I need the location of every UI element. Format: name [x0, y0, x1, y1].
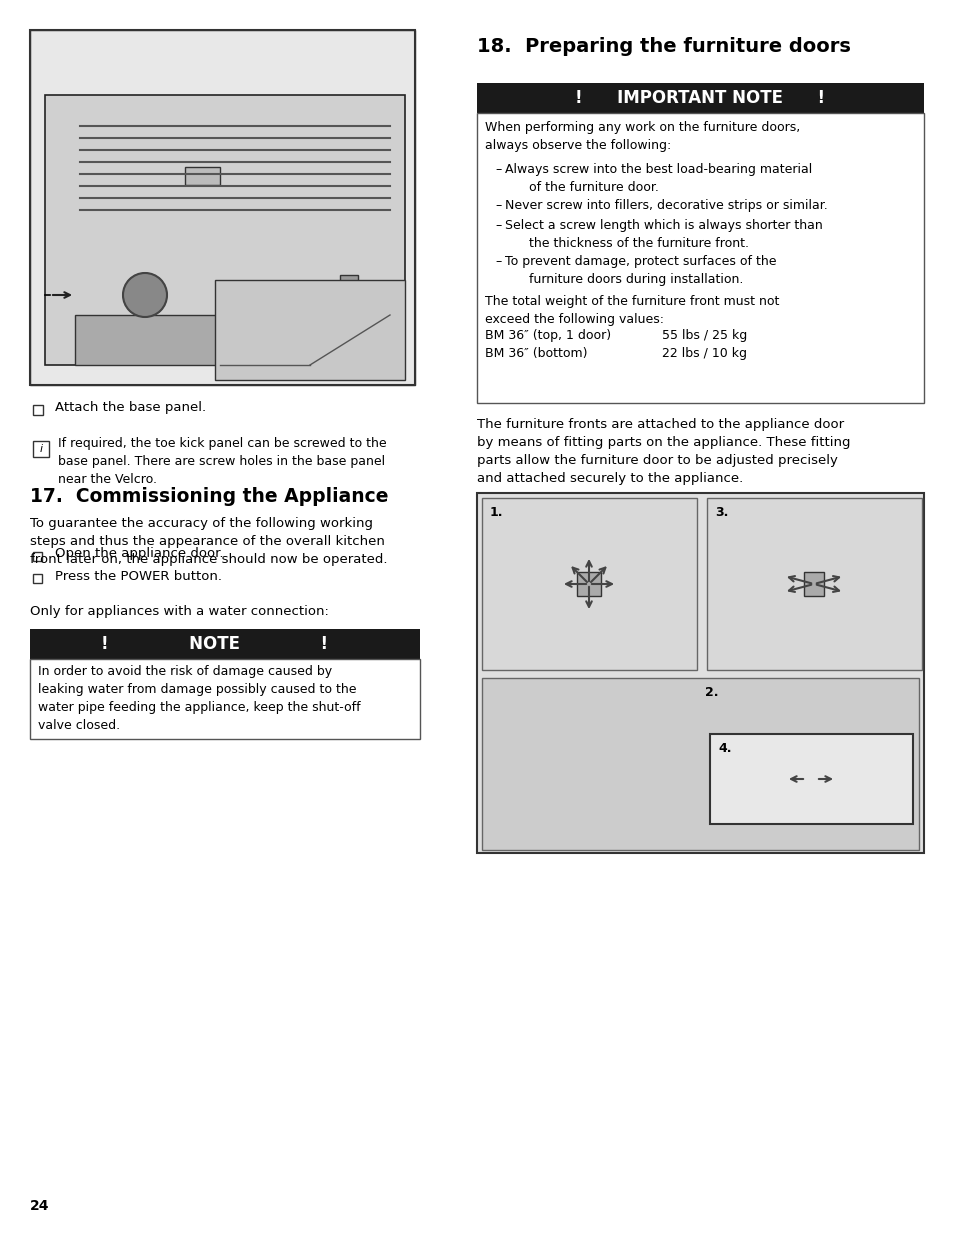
Bar: [476, 493, 923, 853]
Text: 22 lbs / 10 kg: 22 lbs / 10 kg: [661, 347, 746, 359]
Text: 3.: 3.: [714, 506, 727, 519]
Text: 24: 24: [30, 1199, 50, 1213]
Bar: [214, 280, 405, 380]
Bar: [33, 441, 49, 457]
Bar: [339, 275, 357, 315]
Bar: [709, 734, 912, 824]
Text: Press the POWER button.: Press the POWER button.: [55, 569, 222, 583]
Text: Always screw into the best load-bearing material
      of the furniture door.: Always screw into the best load-bearing …: [504, 163, 811, 194]
Bar: [30, 659, 419, 739]
Text: To guarantee the accuracy of the following working
steps and thus the appearance: To guarantee the accuracy of the followi…: [30, 517, 387, 566]
Text: i: i: [39, 445, 43, 454]
Bar: [33, 405, 43, 415]
Bar: [45, 95, 405, 366]
Text: When performing any work on the furniture doors,
always observe the following:: When performing any work on the furnitur…: [484, 121, 800, 152]
Text: –: –: [495, 254, 500, 268]
Text: Only for appliances with a water connection:: Only for appliances with a water connect…: [30, 605, 329, 618]
Text: BM 36″ (top, 1 door): BM 36″ (top, 1 door): [484, 329, 611, 342]
Bar: [33, 574, 42, 583]
Text: Never screw into fillers, decorative strips or similar.: Never screw into fillers, decorative str…: [504, 199, 827, 212]
Text: –: –: [495, 163, 500, 177]
Bar: [481, 498, 697, 671]
Text: Attach the base panel.: Attach the base panel.: [55, 400, 206, 414]
Bar: [481, 678, 918, 850]
Text: 4.: 4.: [718, 742, 731, 755]
Bar: [577, 572, 600, 597]
Text: 17.  Commissioning the Appliance: 17. Commissioning the Appliance: [30, 487, 388, 506]
Text: The furniture fronts are attached to the appliance door
by means of fitting part: The furniture fronts are attached to the…: [476, 417, 850, 485]
Text: Open the appliance door.: Open the appliance door.: [55, 547, 223, 561]
Bar: [706, 498, 921, 671]
Text: 2.: 2.: [704, 685, 718, 699]
FancyBboxPatch shape: [30, 30, 415, 385]
Bar: [476, 83, 923, 112]
Bar: [30, 30, 415, 385]
Bar: [30, 629, 419, 659]
Bar: [476, 112, 923, 403]
Text: The total weight of the furniture front must not
exceed the following values:: The total weight of the furniture front …: [484, 295, 779, 326]
Text: 55 lbs / 25 kg: 55 lbs / 25 kg: [661, 329, 746, 342]
Text: !      IMPORTANT NOTE      !: ! IMPORTANT NOTE !: [575, 89, 824, 107]
Text: In order to avoid the risk of damage caused by
leaking water from damage possibl: In order to avoid the risk of damage cau…: [38, 664, 360, 732]
Text: 18.  Preparing the furniture doors: 18. Preparing the furniture doors: [476, 37, 850, 56]
Bar: [33, 552, 42, 561]
Text: Select a screw length which is always shorter than
      the thickness of the fu: Select a screw length which is always sh…: [504, 219, 821, 249]
Text: –: –: [495, 199, 500, 212]
Text: If required, the toe kick panel can be screwed to the
base panel. There are scre: If required, the toe kick panel can be s…: [58, 437, 386, 487]
Text: 1.: 1.: [490, 506, 503, 519]
Text: –: –: [495, 219, 500, 232]
Bar: [75, 315, 375, 366]
Text: BM 36″ (bottom): BM 36″ (bottom): [484, 347, 587, 359]
Bar: [803, 572, 823, 597]
Circle shape: [123, 273, 167, 317]
Text: To prevent damage, protect surfaces of the
      furniture doors during installa: To prevent damage, protect surfaces of t…: [504, 254, 776, 287]
Bar: [185, 167, 220, 185]
Text: !              NOTE              !: ! NOTE !: [101, 635, 328, 653]
